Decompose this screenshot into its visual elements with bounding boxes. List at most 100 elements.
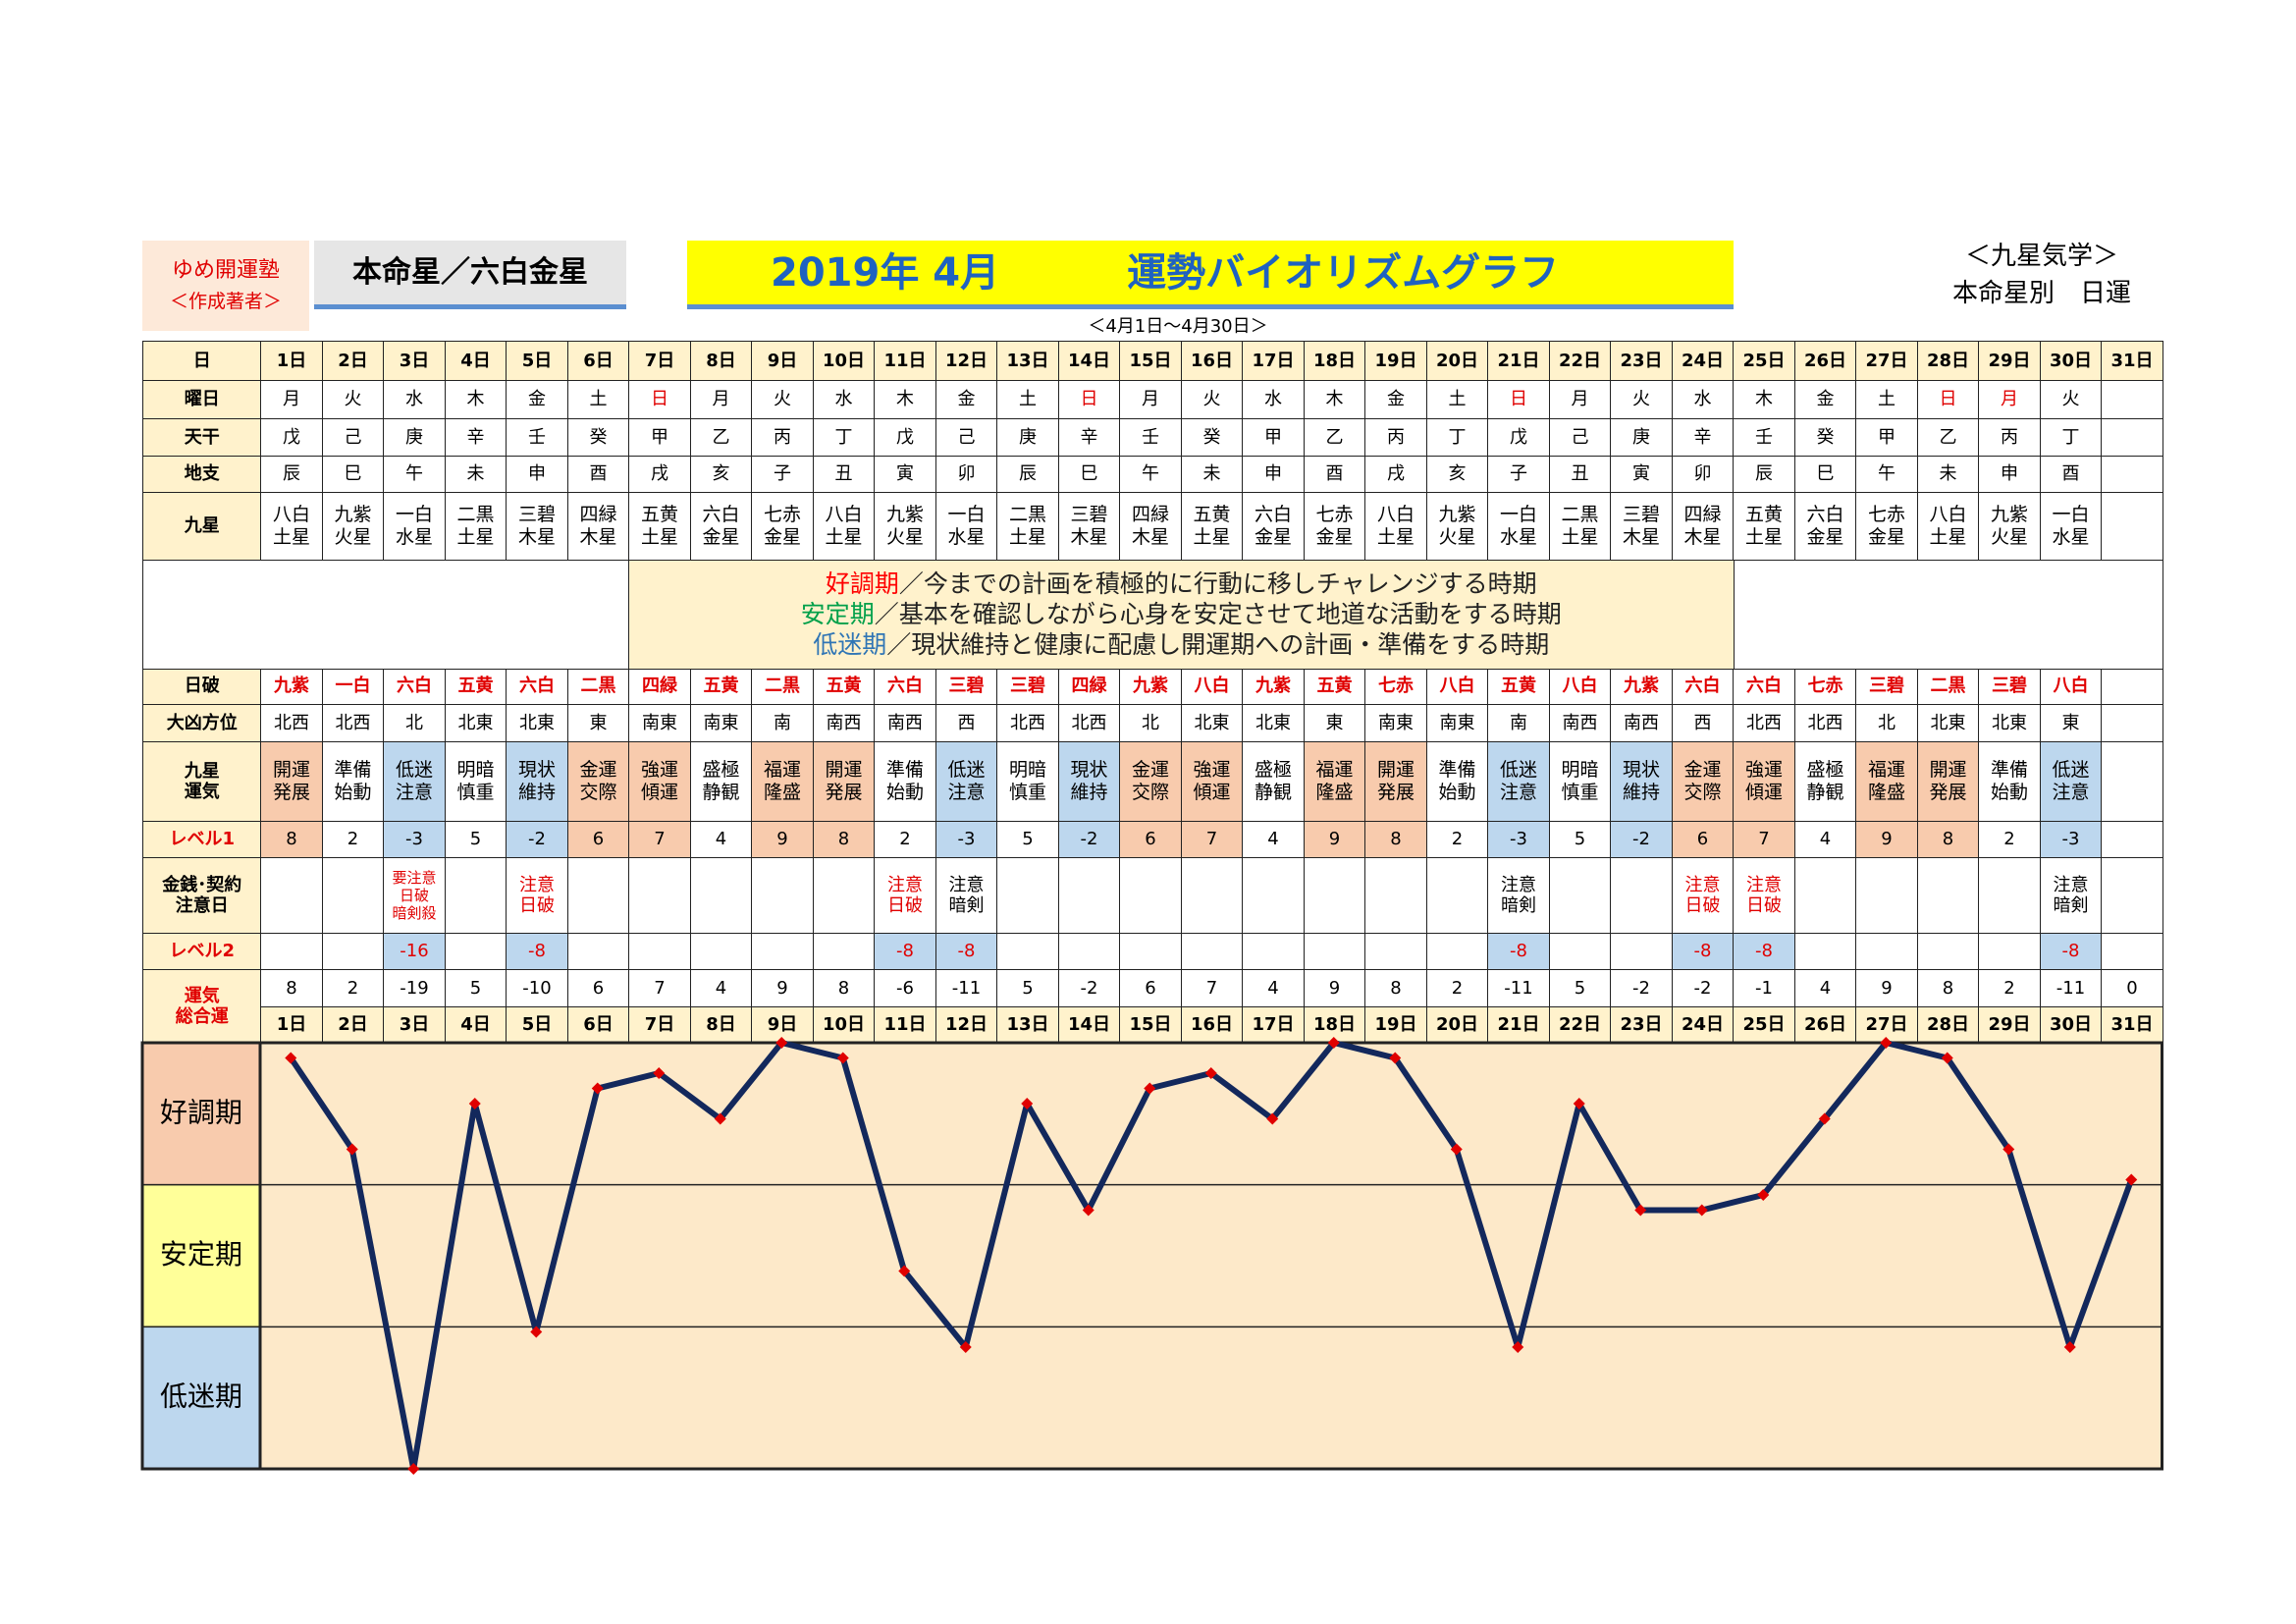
total-cell: 9: [751, 969, 814, 1008]
unki-cell: 金運 交際: [1671, 741, 1735, 823]
total-cell: 5: [996, 969, 1059, 1008]
money-caution: 注意 暗剣: [2039, 857, 2103, 935]
tenkan-cell: 甲: [1855, 418, 1918, 458]
legend-text: ／現状維持と健康に配慮し開運期への計画・準備をする時期: [886, 630, 1550, 660]
chishi-cell: 酉: [566, 456, 630, 494]
day-header: 28日: [1916, 1006, 1980, 1045]
weekdays-cell: 火: [321, 380, 385, 420]
day-header: 31日: [2101, 341, 2163, 382]
day-header: 30日: [2039, 1006, 2103, 1045]
chishi-cell: 申: [506, 456, 568, 494]
tenkan-cell: 甲: [628, 418, 691, 458]
money-caution: [1303, 857, 1366, 935]
nippa-cell: 五黄: [812, 668, 876, 706]
level1-cell: 8: [260, 821, 323, 859]
level2-cell: [444, 933, 507, 971]
day-header: 4日: [444, 341, 507, 382]
day-header: 25日: [1733, 341, 1795, 382]
total-cell: 0: [2101, 969, 2163, 1008]
money-caution: 注意 日破: [506, 857, 568, 935]
day-header: 14日: [1057, 1006, 1121, 1045]
level2-cell: [751, 933, 814, 971]
day-header: 20日: [1425, 341, 1489, 382]
point-marker: [407, 1463, 420, 1475]
legend-line: 低迷期／現状維持と健康に配慮し開運期への計画・準備をする時期: [813, 629, 1549, 660]
row-label: 曜日: [142, 380, 262, 420]
day-header: 6日: [566, 1006, 630, 1045]
nippa-cell: 五黄: [1487, 668, 1550, 706]
row-label: 九星: [142, 492, 262, 562]
day-header: 8日: [689, 1006, 753, 1045]
money-caution: [566, 857, 630, 935]
chishi-cell: 巳: [1793, 456, 1857, 494]
day-header: 19日: [1364, 341, 1427, 382]
weekdays-cell: [2101, 380, 2163, 420]
chishi-cell: 申: [1242, 456, 1305, 494]
tenkan-cell: 己: [321, 418, 385, 458]
level2-cell: [566, 933, 630, 971]
day-header: 25日: [1733, 1006, 1795, 1045]
point-marker: [530, 1326, 543, 1338]
legend-text: ／基本を確認しながら心身を安定させて地道な活動をする時期: [874, 600, 1562, 629]
level1-cell: -3: [934, 821, 998, 859]
unki-cell: 開運 発展: [812, 741, 876, 823]
day-header: 10日: [812, 341, 876, 382]
point-marker: [1082, 1204, 1095, 1217]
total-cell: -10: [506, 969, 568, 1008]
unki-cell: 低迷 注意: [2039, 741, 2103, 823]
daikyo-cell: 北西: [260, 704, 323, 743]
level1-cell: 2: [874, 821, 936, 859]
day-header: 11日: [874, 341, 936, 382]
total-cell: 5: [444, 969, 507, 1008]
day-header: 13日: [996, 341, 1059, 382]
total-cell: 4: [1793, 969, 1857, 1008]
total-cell: -6: [874, 969, 936, 1008]
unki-cell: 盛極 静観: [1242, 741, 1305, 823]
day-header: 14日: [1057, 341, 1121, 382]
total-cell: -11: [1487, 969, 1550, 1008]
daikyo-cell: 北東: [1978, 704, 2041, 743]
chishi-cell: 寅: [874, 456, 936, 494]
kyusei-cell: 二黒 土星: [1548, 492, 1612, 562]
weekdays-cell: 火: [1610, 380, 1673, 420]
total-cell: 4: [689, 969, 753, 1008]
nippa-cell: 六白: [1671, 668, 1735, 706]
money-caution: [1548, 857, 1612, 935]
level2-cell: [260, 933, 323, 971]
unki-cell: 準備 始動: [874, 741, 936, 823]
weekdays-cell: 土: [996, 380, 1059, 420]
daikyo-cell: 北西: [1793, 704, 1857, 743]
chishi-cell: 午: [383, 456, 446, 494]
tenkan-cell: 丙: [751, 418, 814, 458]
nippa-cell: 六白: [874, 668, 936, 706]
level1-cell: 2: [1978, 821, 2041, 859]
tenkan-cell: 壬: [506, 418, 568, 458]
money-caution: [751, 857, 814, 935]
nippa-cell: 三碧: [934, 668, 998, 706]
nippa-cell: 五黄: [444, 668, 507, 706]
chishi-cell: 丑: [1548, 456, 1612, 494]
title-box: 2019年 4月 運勢バイオリズムグラフ: [687, 241, 1734, 309]
point-marker: [2002, 1143, 2015, 1156]
nippa-cell: 二黒: [566, 668, 630, 706]
total-cell: 7: [628, 969, 691, 1008]
chishi-cell: 巳: [1057, 456, 1121, 494]
money-caution: [260, 857, 323, 935]
kyusei-cell: 九紫 火星: [1978, 492, 2041, 562]
total-cell: -2: [1610, 969, 1673, 1008]
level2-cell: -16: [383, 933, 446, 971]
money-caution: [1916, 857, 1980, 935]
daikyo-cell: 北西: [996, 704, 1059, 743]
level1-cell: 2: [321, 821, 385, 859]
daikyo-cell: 南東: [628, 704, 691, 743]
daikyo-cell: 東: [1303, 704, 1366, 743]
weekdays-cell: 金: [506, 380, 568, 420]
point-marker: [1144, 1082, 1156, 1095]
unki-cell: 盛極 静観: [689, 741, 753, 823]
weekdays-cell: 木: [444, 380, 507, 420]
total-cell: 6: [566, 969, 630, 1008]
tenkan-cell: 辛: [1671, 418, 1735, 458]
chishi-cell: 戌: [1364, 456, 1427, 494]
kyusei-cell: 三碧 木星: [1057, 492, 1121, 562]
unki-cell: 金運 交際: [566, 741, 630, 823]
